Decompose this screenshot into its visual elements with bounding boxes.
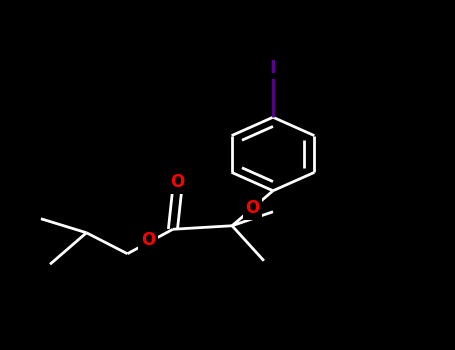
Text: O: O bbox=[141, 231, 155, 249]
Text: I: I bbox=[270, 58, 276, 77]
Text: O: O bbox=[245, 199, 260, 217]
Text: O: O bbox=[170, 173, 185, 191]
